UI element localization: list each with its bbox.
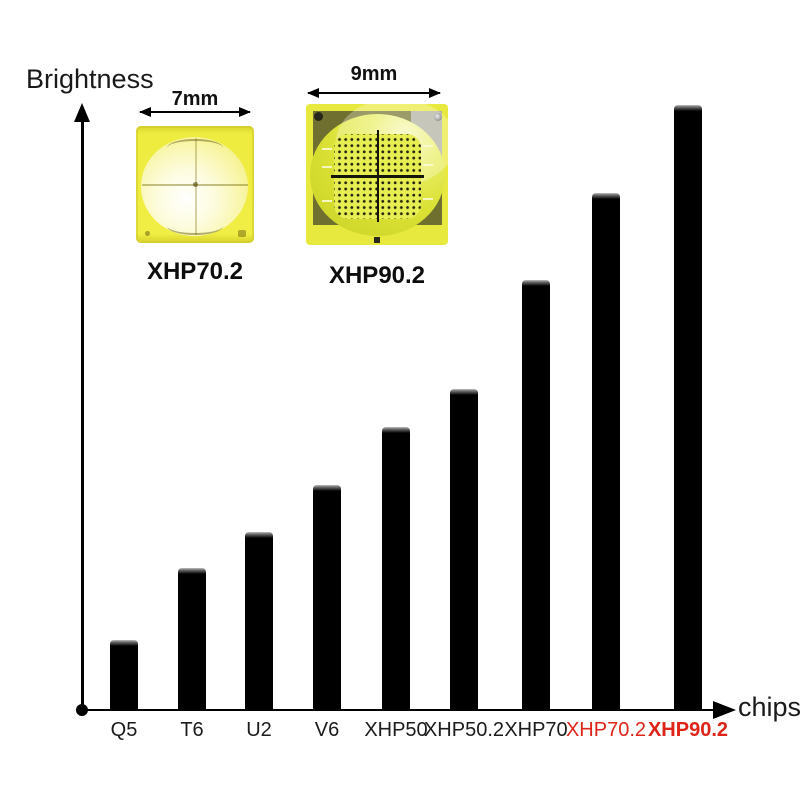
chip-name-xhp70-2: XHP70.2	[146, 258, 244, 285]
bar-XHP50	[382, 427, 410, 710]
bond-wire	[322, 200, 332, 202]
bar-Q5	[110, 640, 138, 710]
led-chip-photo-xhp70-2	[136, 126, 254, 243]
x-tick-XHP70.2: XHP70.2	[565, 719, 647, 741]
bar-XHP90.2	[674, 105, 702, 710]
bar-XHP50.2	[450, 389, 478, 710]
bond-wire	[322, 166, 332, 168]
x-tick-Q5: Q5	[110, 719, 138, 741]
y-axis	[81, 118, 84, 710]
dome-marking	[167, 139, 223, 157]
x-tick-XHP50: XHP50	[364, 719, 428, 741]
bar-T6	[178, 568, 206, 710]
dome-marking	[167, 217, 223, 235]
corner-mark	[145, 231, 150, 236]
corner-mark	[238, 230, 246, 237]
dimension-arrow-9mm-icon	[307, 87, 441, 98]
chip-name-xhp90-2: XHP90.2	[328, 262, 426, 289]
die-divider-horizontal	[331, 175, 424, 178]
x-tick-T6: T6	[180, 719, 204, 741]
bond-wire	[322, 148, 332, 150]
x-tick-XHP50.2: XHP50.2	[423, 719, 505, 741]
y-axis-arrowhead-icon	[74, 103, 90, 122]
bar-V6	[313, 485, 341, 710]
dimension-arrow-7mm-icon	[139, 106, 251, 117]
bar-XHP70.2	[592, 193, 620, 710]
cathode-mark	[374, 237, 380, 243]
bar-U2	[245, 532, 273, 710]
x-tick-XHP90.2: XHP90.2	[647, 719, 729, 741]
bar-XHP70	[522, 280, 550, 710]
bond-wire	[423, 198, 433, 200]
alignment-hole	[434, 113, 442, 121]
chip-size-label-9mm: 9mm	[350, 63, 398, 85]
x-tick-XHP70: XHP70	[504, 719, 568, 741]
bond-wire	[423, 145, 433, 147]
origin-dot	[76, 704, 88, 716]
bond-wire	[423, 164, 433, 166]
y-axis-label: Brightness	[26, 64, 154, 94]
x-axis-label: chips	[738, 692, 800, 722]
chip-size-label-7mm: 7mm	[171, 88, 219, 110]
x-tick-V6: V6	[314, 719, 340, 741]
dome-marking	[193, 182, 198, 187]
x-tick-U2: U2	[246, 719, 272, 741]
alignment-hole	[314, 112, 323, 121]
x-axis-arrowhead-icon	[713, 701, 736, 719]
led-chip-photo-xhp90-2	[306, 104, 448, 245]
